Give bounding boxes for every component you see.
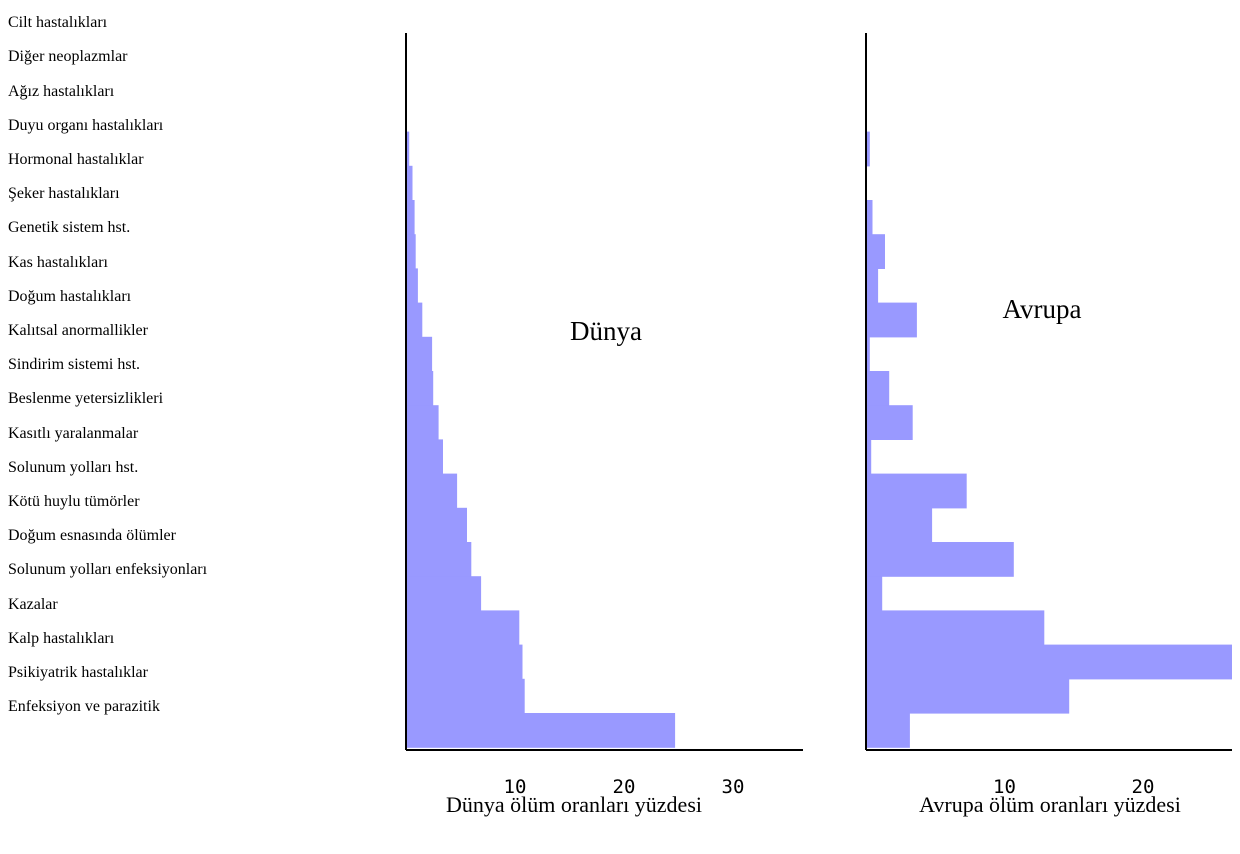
bar <box>867 234 885 269</box>
bar <box>407 336 433 372</box>
bar <box>867 507 933 543</box>
category-label: Genetik sistem hst. <box>8 219 131 237</box>
bar <box>867 473 967 509</box>
bar <box>867 542 1014 577</box>
bar <box>867 678 1070 714</box>
category-label: Şeker hastalıkları <box>8 185 120 203</box>
category-label: Enfeksiyon ve parazitik <box>8 698 160 716</box>
bar <box>867 644 1232 680</box>
bar <box>407 405 439 440</box>
bar <box>867 405 913 440</box>
bar <box>407 576 482 611</box>
category-label: Cilt hastalıkları <box>8 14 108 32</box>
tick-label: 10 <box>504 776 527 798</box>
tick-label: 30 <box>722 776 745 798</box>
bar <box>867 439 872 475</box>
category-label: Ağız hastalıkları <box>8 82 115 100</box>
tick-label: 10 <box>993 776 1016 798</box>
category-label: Hormonal hastalıklar <box>8 150 144 168</box>
panel-dunya: 10 20 30 Dünya Dünya ölüm oranları yüzdesi <box>405 33 803 817</box>
bar <box>407 439 443 475</box>
category-label: Duyu organı hastalıkları <box>8 116 164 134</box>
bar <box>407 302 423 338</box>
bar <box>867 302 917 338</box>
bar <box>407 234 416 269</box>
bar <box>867 200 873 235</box>
category-label: Kalıtsal anormallikler <box>8 321 148 339</box>
bar <box>867 610 1045 646</box>
category-label: Kazalar <box>8 595 58 613</box>
bar <box>407 268 418 304</box>
category-label: Solunum yolları hst. <box>8 458 139 476</box>
bar <box>867 268 879 304</box>
category-label: Beslenme yetersizlikleri <box>8 390 164 408</box>
bar <box>407 610 520 646</box>
bar <box>867 576 883 611</box>
category-label: Doğum esnasında ölümler <box>8 527 176 545</box>
bar <box>407 542 472 577</box>
bar <box>867 371 890 406</box>
category-label: Sindirim sistemi hst. <box>8 356 141 374</box>
bar <box>407 473 458 509</box>
bar <box>407 165 413 201</box>
bar <box>407 200 415 235</box>
category-label: Kötü huylu tümörler <box>8 492 140 510</box>
bar <box>407 507 467 543</box>
category-label: Kalp hastalıkları <box>8 629 115 647</box>
category-label: Solunum yolları enfeksiyonları <box>8 561 208 579</box>
category-label: Diğer neoplazmlar <box>8 48 128 66</box>
category-label: Doğum hastalıkları <box>8 287 132 305</box>
x-axis-title: Dünya ölüm oranları yüzdesi <box>446 792 702 817</box>
panel-label: Dünya <box>570 316 642 346</box>
x-axis-title: Avrupa ölüm oranları yüzdesi <box>919 792 1181 817</box>
panel-avrupa: 10 20 Avrupa Avrupa ölüm oranları yüzdesi <box>865 33 1232 817</box>
panel-label: Avrupa <box>1003 294 1082 324</box>
bar <box>867 713 910 748</box>
tick-label: 20 <box>613 776 636 798</box>
bar <box>867 131 870 167</box>
bar <box>867 336 870 372</box>
category-label: Kasıtlı yaralanmalar <box>8 424 139 442</box>
bar <box>407 678 525 714</box>
tick-label: 20 <box>1132 776 1155 798</box>
bar <box>407 713 676 748</box>
bar <box>407 131 410 167</box>
bar <box>407 644 523 680</box>
bar <box>407 371 434 406</box>
category-label: Kas hastalıkları <box>8 253 108 271</box>
category-label: Psikiyatrik hastalıklar <box>8 663 148 681</box>
